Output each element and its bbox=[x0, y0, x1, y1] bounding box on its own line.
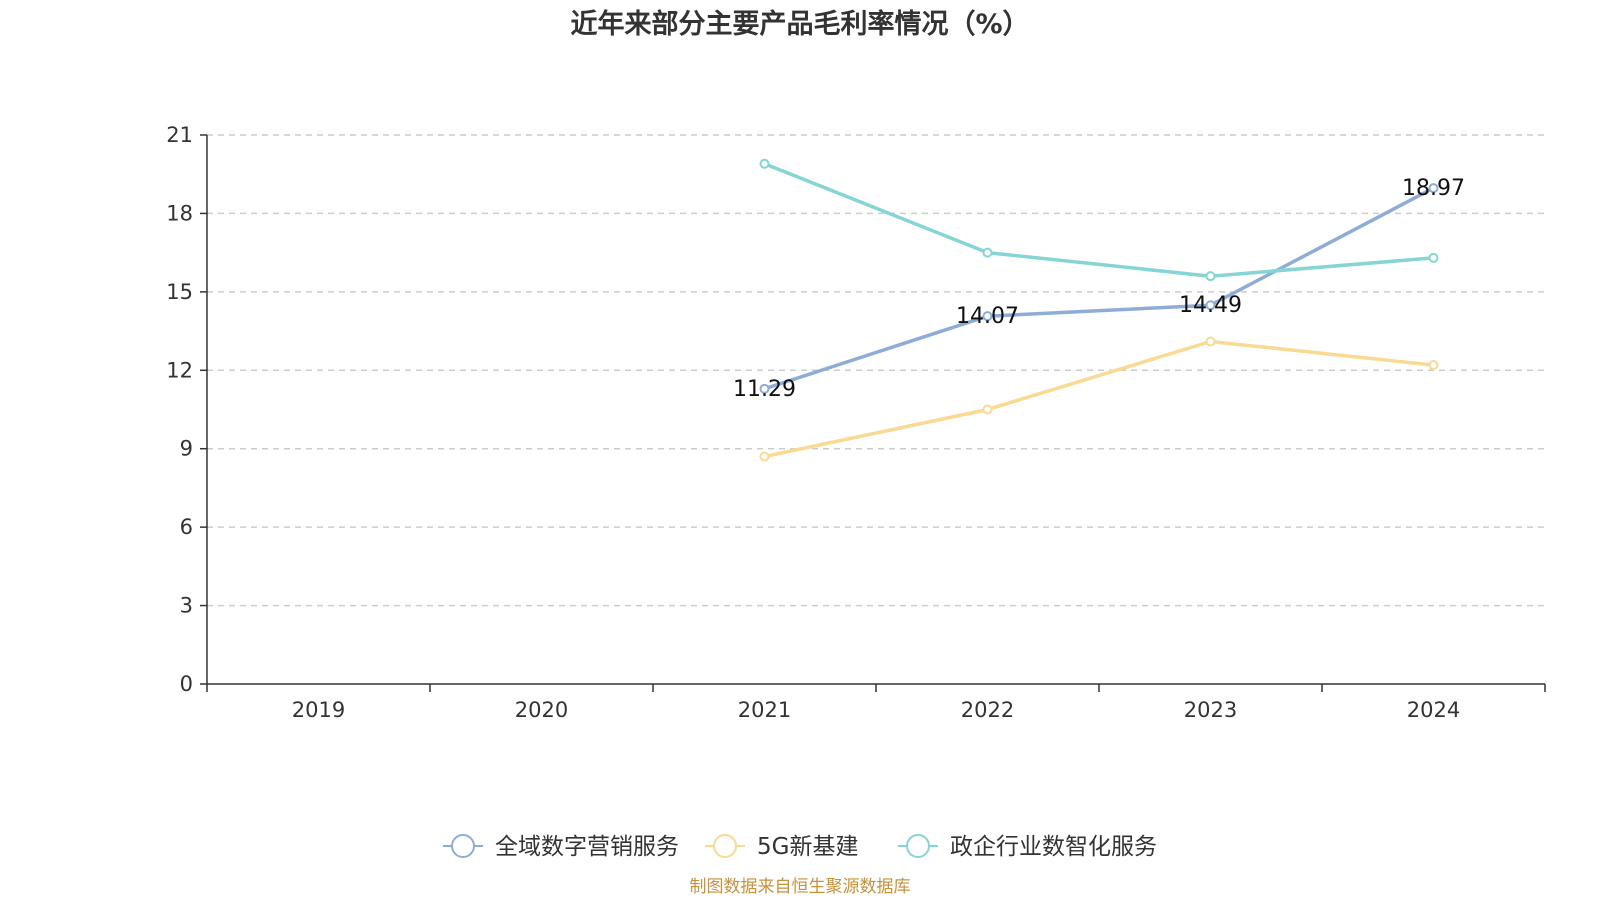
data-label: 14.07 bbox=[956, 304, 1019, 329]
legend-item[interactable]: 政企行业数智化服务 bbox=[898, 834, 1157, 860]
y-tick-label: 21 bbox=[166, 123, 193, 147]
grid-layer bbox=[207, 134, 1545, 607]
data-point bbox=[1428, 183, 1439, 194]
legend-label: 政企行业数智化服务 bbox=[950, 834, 1157, 860]
data-point bbox=[759, 383, 770, 394]
data-point bbox=[1428, 360, 1439, 371]
data-point bbox=[982, 404, 993, 415]
series-line bbox=[762, 339, 1436, 459]
data-point bbox=[1205, 271, 1216, 282]
legend-label: 5G新基建 bbox=[757, 834, 858, 860]
axis-layer: 0 3 6 9 12 15 18 21 2019 2020 2021 2022 2023 2024 bbox=[166, 123, 1546, 722]
series-layer bbox=[759, 158, 1439, 462]
data-point bbox=[1428, 252, 1439, 263]
x-tick-label: 2023 bbox=[1184, 698, 1237, 722]
data-point bbox=[1205, 300, 1216, 311]
data-point bbox=[1205, 336, 1216, 347]
chart-title: 近年来部分主要产品毛利率情况（%） bbox=[570, 8, 1029, 40]
series-line bbox=[762, 186, 1436, 391]
legend-marker-icon bbox=[906, 834, 930, 858]
y-tick-label: 12 bbox=[166, 358, 193, 382]
legend-item[interactable]: 全域数字营销服务 bbox=[443, 834, 679, 860]
legend-marker-icon bbox=[451, 834, 475, 858]
series-line bbox=[762, 162, 1436, 278]
x-tick-label: 2019 bbox=[292, 698, 345, 722]
x-tick-label: 2021 bbox=[738, 698, 791, 722]
x-tick-label: 2020 bbox=[515, 698, 568, 722]
legend-marker-icon bbox=[713, 834, 737, 858]
legend-label: 全域数字营销服务 bbox=[495, 834, 679, 860]
data-label-layer: 11.29 14.07 14.49 18.97 bbox=[733, 176, 1465, 402]
y-tick-label: 15 bbox=[166, 280, 193, 304]
source-note: 制图数据来自恒生聚源数据库 bbox=[690, 877, 911, 897]
data-point bbox=[759, 451, 770, 462]
y-tick-label: 6 bbox=[180, 515, 193, 539]
y-tick-label: 3 bbox=[180, 594, 193, 618]
data-point bbox=[759, 158, 770, 169]
data-point bbox=[982, 247, 993, 258]
legend-item[interactable]: 5G新基建 bbox=[705, 834, 858, 860]
y-tick-label: 9 bbox=[180, 437, 193, 461]
y-tick-label: 18 bbox=[166, 201, 193, 225]
data-point bbox=[982, 311, 993, 322]
x-tick-label: 2022 bbox=[961, 698, 1014, 722]
y-tick-label: 0 bbox=[180, 672, 193, 696]
x-tick-label: 2024 bbox=[1407, 698, 1460, 722]
data-label: 11.29 bbox=[733, 377, 796, 402]
legend[interactable]: 全域数字营销服务 5G新基建 政企行业数智化服务 bbox=[443, 834, 1157, 860]
data-label: 18.97 bbox=[1402, 176, 1465, 201]
data-label: 14.49 bbox=[1179, 293, 1242, 318]
